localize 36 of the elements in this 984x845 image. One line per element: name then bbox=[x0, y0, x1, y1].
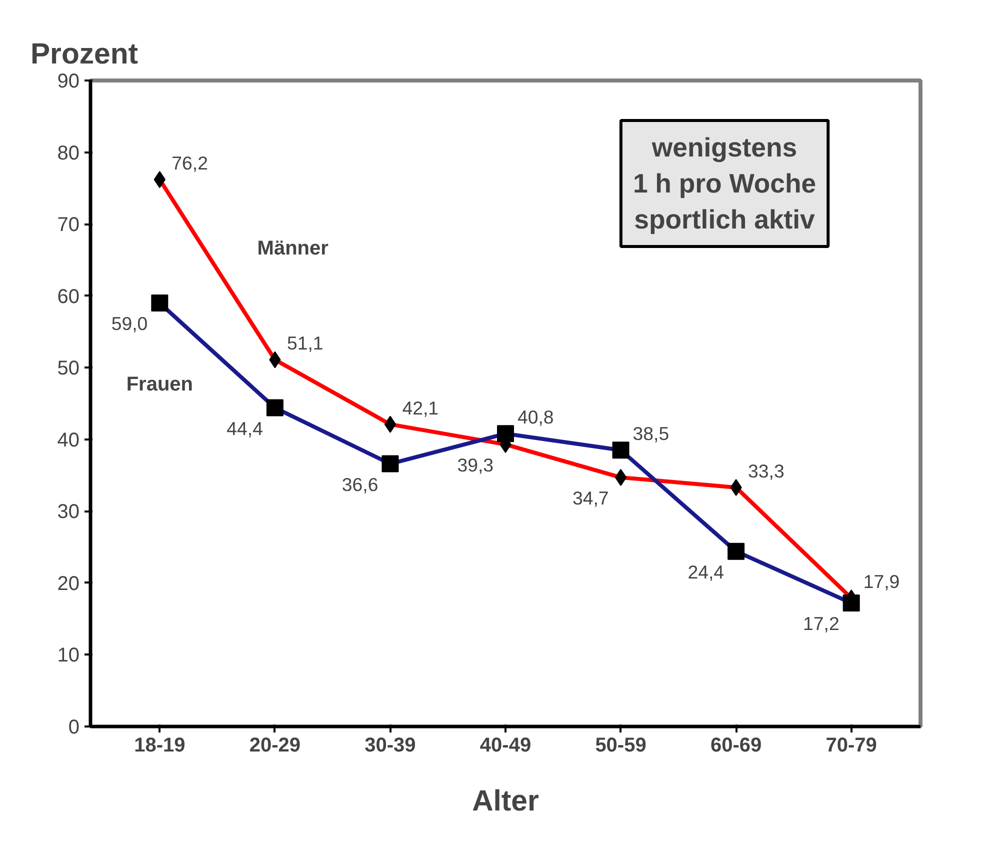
data-label: 34,7 bbox=[572, 487, 609, 508]
data-label: 38,5 bbox=[632, 423, 670, 444]
y-tick-label: 30 bbox=[57, 501, 80, 524]
data-label: 24,4 bbox=[688, 561, 724, 582]
x-tick-label: 18-19 bbox=[134, 734, 186, 756]
data-label: 76,2 bbox=[172, 152, 208, 174]
data-label: 51,1 bbox=[286, 332, 324, 354]
data-label: 36,6 bbox=[342, 474, 378, 495]
x-tick-label: 70-79 bbox=[826, 734, 877, 756]
series-label: Frauen bbox=[126, 373, 194, 396]
data-label: 44,4 bbox=[226, 418, 263, 439]
data-label: 59,0 bbox=[111, 313, 148, 334]
y-tick-label: 50 bbox=[57, 358, 80, 380]
data-label: 17,2 bbox=[803, 613, 840, 634]
y-tick-label: 40 bbox=[57, 429, 80, 452]
x-tick-label: 40-49 bbox=[480, 734, 532, 756]
annotation: wenigstens 1 h pro Woche sportlich aktiv bbox=[632, 132, 816, 234]
x-tick-label: 60-69 bbox=[710, 734, 762, 756]
y-tick-label: 60 bbox=[57, 286, 80, 308]
x-axis-title: Alter bbox=[472, 784, 539, 818]
data-label: 40,8 bbox=[518, 406, 554, 428]
data-label: 42,1 bbox=[402, 397, 439, 418]
y-tick-label: 70 bbox=[57, 214, 80, 236]
x-tick-label: 20-29 bbox=[249, 734, 301, 756]
y-tick-label: 0 bbox=[68, 716, 80, 738]
y-tick-label: 80 bbox=[57, 142, 80, 164]
y-axis-title: Prozent bbox=[30, 38, 138, 70]
x-tick-label: 30-39 bbox=[364, 734, 416, 756]
data-label: 33,3 bbox=[748, 460, 784, 482]
data-label: 39,3 bbox=[457, 454, 494, 476]
y-tick-label: 90 bbox=[57, 70, 80, 92]
x-tick-label: 50-59 bbox=[595, 734, 646, 756]
y-tick-label: 20 bbox=[57, 572, 80, 595]
series-label: Männer bbox=[257, 238, 329, 260]
y-tick-label: 10 bbox=[57, 644, 80, 667]
data-label: 17,9 bbox=[863, 571, 900, 592]
